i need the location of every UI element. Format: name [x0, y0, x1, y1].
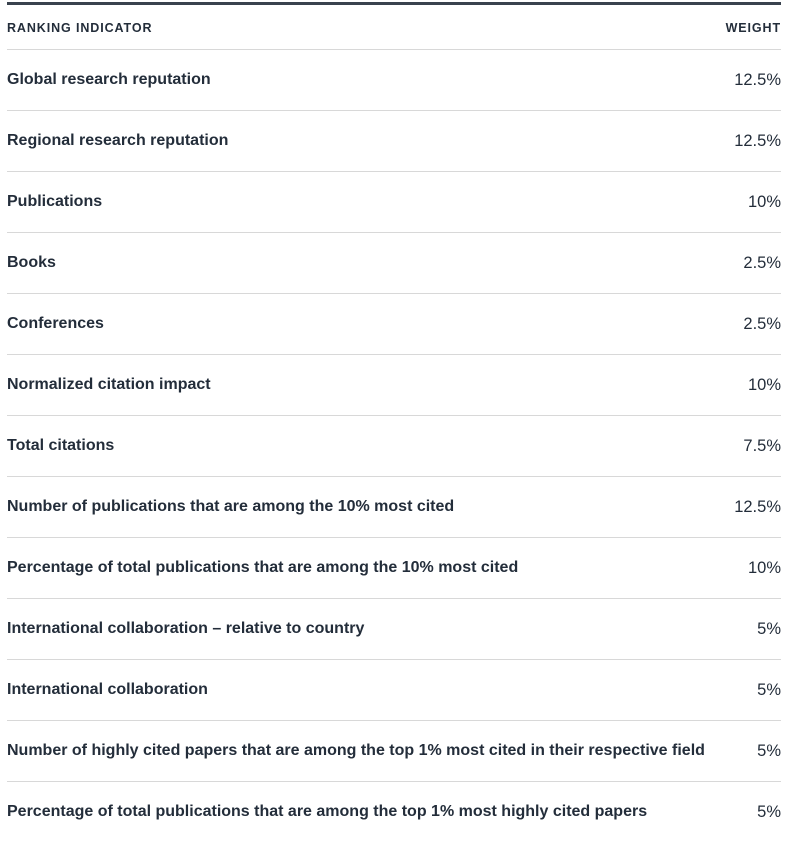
indicator-label: Conferences [7, 315, 104, 332]
weight-value: 12.5% [734, 132, 781, 150]
table-row: Total citations 7.5% [7, 416, 781, 477]
weight-value: 5% [757, 803, 781, 821]
indicator-label: Regional research reputation [7, 132, 229, 149]
weight-value: 5% [757, 681, 781, 699]
indicator-label: Normalized citation impact [7, 376, 211, 393]
indicator-label: Number of highly cited papers that are a… [7, 742, 705, 759]
weight-value: 5% [757, 620, 781, 638]
weight-value: 7.5% [743, 437, 781, 455]
ranking-indicators-table: RANKING INDICATOR WEIGHT Global research… [0, 2, 788, 842]
weight-value: 2.5% [743, 254, 781, 272]
indicator-label: Total citations [7, 437, 115, 454]
indicator-label: Percentage of total publications that ar… [7, 803, 648, 820]
table-row: Conferences 2.5% [7, 294, 781, 355]
table-row: Regional research reputation 12.5% [7, 111, 781, 172]
table-row: International collaboration 5% [7, 660, 781, 721]
table-row: Number of publications that are among th… [7, 477, 781, 538]
table-row: International collaboration – relative t… [7, 599, 781, 660]
table-row: Percentage of total publications that ar… [7, 538, 781, 599]
table-row: Number of highly cited papers that are a… [7, 721, 781, 782]
column-header-weight: WEIGHT [725, 21, 781, 35]
table-top-border [7, 2, 781, 5]
indicator-label: International collaboration – relative t… [7, 620, 365, 637]
weight-value: 10% [747, 193, 781, 211]
table-row: Publications 10% [7, 172, 781, 233]
indicator-label: Books [7, 254, 56, 271]
weight-value: 2.5% [743, 315, 781, 333]
weight-value: 12.5% [734, 71, 781, 89]
weight-value: 10% [747, 559, 781, 577]
table-body: Global research reputation 12.5% Regiona… [7, 50, 781, 842]
weight-value: 5% [757, 742, 781, 760]
table-row: Global research reputation 12.5% [7, 50, 781, 111]
table-row: Normalized citation impact 10% [7, 355, 781, 416]
column-header-ranking-indicator: RANKING INDICATOR [7, 21, 153, 35]
indicator-label: Percentage of total publications that ar… [7, 559, 519, 576]
indicator-label: International collaboration [7, 681, 208, 698]
weight-value: 10% [747, 376, 781, 394]
table-row: Percentage of total publications that ar… [7, 782, 781, 842]
table-header-row: RANKING INDICATOR WEIGHT [7, 5, 781, 50]
weight-value: 12.5% [734, 498, 781, 516]
indicator-label: Publications [7, 193, 103, 210]
table-row: Books 2.5% [7, 233, 781, 294]
indicator-label: Global research reputation [7, 71, 211, 88]
indicator-label: Number of publications that are among th… [7, 498, 455, 515]
